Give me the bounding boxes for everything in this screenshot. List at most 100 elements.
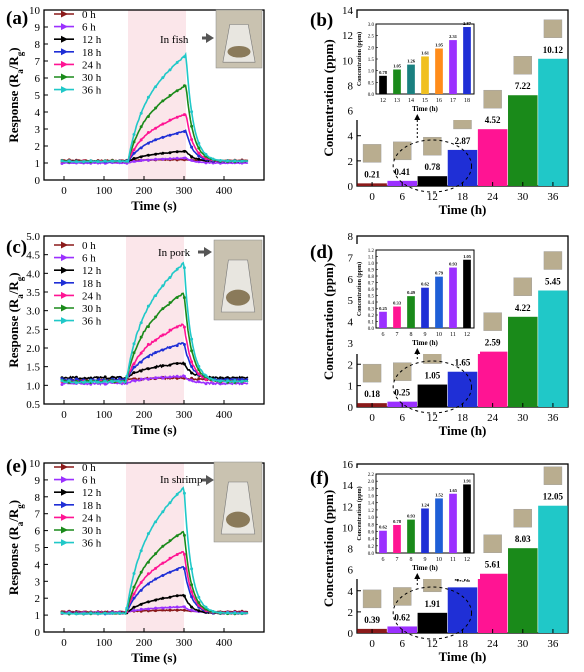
inset-y-tick-label: 0.4: [368, 538, 375, 543]
series-marker-12h: [168, 151, 172, 155]
inset-bar-15: [421, 56, 429, 94]
series-marker-36h: [175, 267, 179, 271]
inset-x-tick-label: 8: [410, 557, 413, 563]
highlight-circle: [392, 139, 473, 193]
series-marker-6h: [190, 378, 194, 382]
x-tick-label: 300: [176, 637, 193, 649]
series-marker-36h: [82, 612, 86, 616]
series-marker-12h: [182, 594, 186, 598]
series-marker-30h: [175, 89, 179, 93]
y-tick-label: 6: [35, 526, 41, 538]
series-marker-12h: [197, 609, 201, 613]
series-marker-36h: [175, 492, 179, 496]
inset-y-tick-label: 0.8: [368, 275, 375, 280]
inset-x-tick-label: 12: [464, 557, 470, 563]
series-marker-30h: [182, 84, 186, 88]
inset-y-tick-label: 1.4: [368, 502, 375, 507]
sample-thumbnail: [543, 466, 563, 485]
series-marker-24h: [168, 328, 172, 332]
series-marker-12h: [139, 602, 143, 606]
bar-value-label: 1.65: [455, 358, 471, 368]
series-marker-36h: [125, 606, 129, 610]
series-marker-36h: [103, 611, 107, 615]
legend: 0 h6 h12 h18 h24 h30 h36 h: [54, 240, 102, 328]
series-marker-36h: [233, 611, 237, 615]
series-marker-6h: [182, 374, 186, 378]
series-marker-30h: [154, 106, 158, 110]
series-marker-36h: [204, 153, 208, 156]
x-tick-label: 12: [427, 412, 438, 424]
y-tick-label: 16: [342, 459, 354, 471]
inset-x-tick-label: 9: [424, 557, 427, 563]
sample-thumbnail: [362, 363, 382, 383]
bar-12: [417, 176, 448, 186]
series-marker-6h: [168, 375, 172, 379]
series-marker-6h: [197, 380, 201, 384]
series-marker-6h: [146, 607, 150, 611]
series-marker-36h: [132, 133, 136, 136]
inset-bar-11: [449, 267, 457, 328]
series-marker-36h: [182, 55, 186, 59]
inset-bar-11: [449, 493, 457, 553]
series-marker-24h: [175, 553, 179, 556]
bar-30: [508, 95, 538, 186]
inset-bar-value-label: 1.61: [421, 50, 430, 55]
series-marker-36h: [218, 159, 222, 162]
series-marker-36h: [139, 549, 143, 553]
series-marker-36h: [211, 378, 215, 382]
series-marker-18h: [146, 355, 150, 359]
bar-30: [508, 316, 538, 407]
bar-18: [447, 371, 478, 407]
series-marker-36h: [89, 159, 93, 163]
y-tick-label: 3: [35, 124, 41, 136]
series-marker-12h: [190, 605, 194, 609]
inset-x-tick-label: 13: [394, 98, 400, 104]
inset-x-axis-label: Time (h): [412, 339, 438, 347]
series-marker-18h: [175, 568, 179, 571]
bar-24: [477, 351, 508, 407]
legend-marker: [61, 48, 68, 56]
x-tick-label: 24: [487, 638, 499, 650]
inset-bar-value-label: 0.49: [407, 290, 416, 295]
inset-bar-value-label: 1.95: [435, 43, 444, 48]
x-axis-label: Time (h): [439, 423, 487, 438]
y-axis-label: Response (Ra/Rg): [6, 272, 25, 367]
series-marker-30h: [139, 335, 143, 339]
inset-x-tick-label: 11: [450, 332, 456, 338]
series-marker-36h: [233, 379, 237, 383]
legend-marker: [61, 35, 68, 43]
x-tick-label: 400: [216, 637, 233, 649]
legend-marker: [61, 279, 68, 287]
y-tick-label: 8: [35, 39, 41, 51]
series-marker-24h: [132, 592, 136, 596]
inset-y-tick-label: 0.4: [368, 301, 375, 306]
legend-entry: 24 h: [82, 290, 102, 302]
panel-label: (d): [310, 242, 333, 263]
series-marker-36h: [118, 611, 122, 615]
series-marker-12h: [175, 594, 179, 598]
legend-entry: 0 h: [82, 9, 96, 21]
y-tick-label: 4.5: [26, 250, 40, 262]
series-marker-24h: [168, 556, 172, 560]
legend-entry: 36 h: [82, 316, 102, 328]
series-marker-0h: [154, 609, 158, 613]
inset-x-tick-label: 6: [382, 557, 385, 563]
x-tick-label: 0: [61, 185, 67, 197]
inset-y-tick-label: 1.0: [368, 70, 375, 75]
series-marker-36h: [103, 379, 107, 383]
x-tick-label: 0: [369, 191, 375, 203]
x-tick-label: 300: [176, 409, 193, 421]
series-marker-18h: [154, 577, 158, 581]
series-marker-30h: [190, 124, 194, 128]
series-marker-6h: [139, 158, 143, 162]
x-tick-label: 18: [457, 191, 469, 203]
bar-value-label: 2.87: [455, 136, 471, 146]
inset-bar-12: [463, 484, 471, 553]
sample-thumbnail: [483, 312, 502, 331]
series-marker-24h: [161, 122, 165, 126]
series-marker-6h: [182, 156, 186, 160]
y-axis-label-sub-g: g: [15, 504, 25, 509]
inset-y-tick-label: 2.0: [368, 46, 375, 51]
series-marker-18h: [168, 346, 172, 349]
